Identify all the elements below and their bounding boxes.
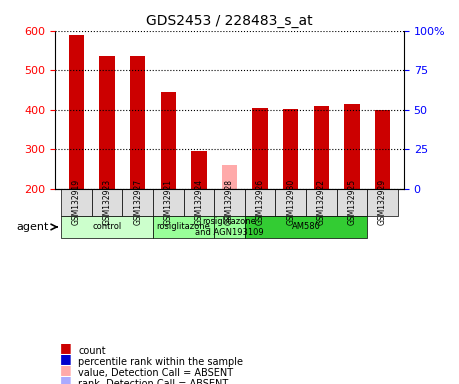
Bar bbox=[283, 109, 298, 189]
FancyBboxPatch shape bbox=[92, 189, 123, 216]
Text: ■: ■ bbox=[60, 352, 72, 365]
FancyBboxPatch shape bbox=[184, 189, 214, 216]
Text: GSM132919: GSM132919 bbox=[72, 179, 81, 225]
Text: GSM132925: GSM132925 bbox=[347, 179, 356, 225]
Text: GSM132923: GSM132923 bbox=[103, 179, 112, 225]
Bar bbox=[252, 108, 268, 189]
FancyBboxPatch shape bbox=[61, 216, 153, 238]
FancyBboxPatch shape bbox=[336, 189, 367, 216]
FancyBboxPatch shape bbox=[61, 189, 92, 216]
Text: GSM132924: GSM132924 bbox=[195, 179, 203, 225]
Text: count: count bbox=[78, 346, 106, 356]
Bar bbox=[222, 165, 237, 189]
Bar bbox=[344, 104, 359, 189]
Text: GSM132921: GSM132921 bbox=[164, 179, 173, 225]
Text: GSM132929: GSM132929 bbox=[378, 179, 387, 225]
Text: AM580: AM580 bbox=[291, 222, 320, 232]
Title: GDS2453 / 228483_s_at: GDS2453 / 228483_s_at bbox=[146, 14, 313, 28]
Text: GSM132928: GSM132928 bbox=[225, 179, 234, 225]
FancyBboxPatch shape bbox=[214, 216, 245, 238]
Text: rank, Detection Call = ABSENT: rank, Detection Call = ABSENT bbox=[78, 379, 228, 384]
FancyBboxPatch shape bbox=[214, 189, 245, 216]
Text: control: control bbox=[92, 222, 122, 232]
FancyBboxPatch shape bbox=[275, 189, 306, 216]
Bar bbox=[161, 92, 176, 189]
Text: value, Detection Call = ABSENT: value, Detection Call = ABSENT bbox=[78, 368, 233, 378]
Bar bbox=[313, 106, 329, 189]
Bar bbox=[375, 110, 390, 189]
Text: ■: ■ bbox=[60, 363, 72, 376]
Text: ■: ■ bbox=[60, 374, 72, 384]
FancyBboxPatch shape bbox=[367, 189, 398, 216]
Text: GSM132926: GSM132926 bbox=[256, 179, 264, 225]
Text: rosiglitazone: rosiglitazone bbox=[157, 222, 211, 232]
Text: GSM132922: GSM132922 bbox=[317, 179, 326, 225]
Text: agent: agent bbox=[17, 222, 49, 232]
Bar bbox=[69, 35, 84, 189]
FancyBboxPatch shape bbox=[153, 189, 184, 216]
FancyBboxPatch shape bbox=[153, 216, 214, 238]
Text: percentile rank within the sample: percentile rank within the sample bbox=[78, 357, 243, 367]
Bar bbox=[191, 151, 207, 189]
FancyBboxPatch shape bbox=[245, 189, 275, 216]
Bar bbox=[130, 56, 146, 189]
Text: ■: ■ bbox=[60, 341, 72, 354]
FancyBboxPatch shape bbox=[245, 216, 367, 238]
Bar bbox=[100, 56, 115, 189]
Text: rosiglitazone
and AGN193109: rosiglitazone and AGN193109 bbox=[195, 217, 264, 237]
Text: GSM132930: GSM132930 bbox=[286, 179, 295, 225]
FancyBboxPatch shape bbox=[123, 189, 153, 216]
FancyBboxPatch shape bbox=[306, 189, 336, 216]
Text: GSM132927: GSM132927 bbox=[133, 179, 142, 225]
